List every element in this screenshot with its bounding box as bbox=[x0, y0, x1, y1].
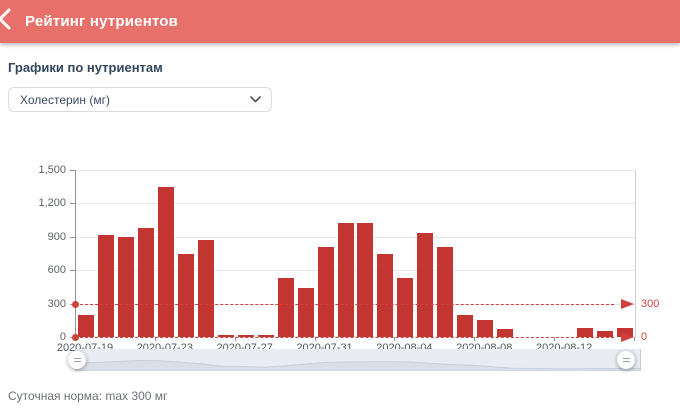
x-axis-tick bbox=[634, 337, 635, 341]
chart-plot-area[interactable] bbox=[75, 170, 636, 337]
bar-2020-08-05[interactable] bbox=[417, 233, 434, 337]
navigator-left-handle[interactable] bbox=[68, 351, 86, 369]
y-axis-label: 900 bbox=[47, 230, 66, 243]
x-axis-tick bbox=[554, 337, 556, 341]
drag-handle-icon bbox=[622, 361, 630, 362]
bar-2020-08-09[interactable] bbox=[497, 328, 514, 337]
plotline-0 bbox=[75, 337, 614, 338]
bar-2020-08-14[interactable] bbox=[597, 330, 614, 337]
plotline-300 bbox=[75, 303, 614, 305]
bar-2020-07-27[interactable] bbox=[237, 334, 254, 337]
y-gridline bbox=[76, 203, 635, 205]
marker-arrow-icon bbox=[621, 332, 634, 342]
x-axis-tick bbox=[394, 337, 396, 341]
app-header: Рейтинг нутриентов bbox=[0, 0, 680, 43]
plotline-value-label: 0 bbox=[641, 331, 648, 343]
x-axis-tick bbox=[154, 337, 156, 341]
bar-2020-07-28[interactable] bbox=[257, 335, 274, 337]
y-axis-tick bbox=[70, 170, 75, 171]
nutrient-select-value: Холестерин (мг) bbox=[20, 92, 110, 107]
bar-2020-08-13[interactable] bbox=[577, 327, 594, 337]
y-axis-tick bbox=[70, 236, 75, 238]
section-heading: Графики по нутриентам bbox=[8, 60, 163, 75]
y-axis-label: 300 bbox=[47, 297, 66, 310]
bar-2020-07-31[interactable] bbox=[317, 246, 334, 337]
plotline-start-dot bbox=[72, 334, 79, 341]
plotline-start-dot bbox=[72, 300, 79, 308]
nutrient-bar-chart: 0 300 600 900 1,200 1,500 2020-07-19 2020-07-23… bbox=[0, 148, 680, 382]
plotline-value-label: 300 bbox=[641, 297, 660, 310]
x-axis-tick bbox=[474, 337, 476, 341]
bar-2020-07-26[interactable] bbox=[217, 335, 234, 337]
bar-2020-07-29[interactable] bbox=[277, 278, 294, 337]
bar-2020-08-03[interactable] bbox=[377, 253, 394, 337]
y-axis-label: 0 bbox=[59, 331, 66, 343]
daily-norm-note: Суточная норма: max 300 мг bbox=[8, 389, 168, 403]
bar-2020-07-24[interactable] bbox=[177, 253, 194, 337]
y-axis-label: 600 bbox=[47, 264, 66, 277]
bar-2020-07-20[interactable] bbox=[97, 234, 114, 337]
y-gridline bbox=[76, 270, 635, 272]
bar-2020-08-04[interactable] bbox=[397, 278, 414, 337]
y-axis-tick bbox=[70, 203, 75, 205]
navigator-data-shadow bbox=[75, 359, 640, 371]
y-gridline bbox=[76, 170, 635, 171]
bar-2020-08-02[interactable] bbox=[357, 223, 374, 337]
bar-2020-08-07[interactable] bbox=[457, 314, 474, 337]
drag-handle-icon bbox=[73, 361, 81, 362]
drag-handle-icon bbox=[73, 358, 81, 359]
bar-2020-07-30[interactable] bbox=[297, 288, 314, 337]
navigator-right-handle[interactable] bbox=[617, 351, 635, 369]
y-axis-label: 1,200 bbox=[38, 197, 66, 210]
bar-2020-08-06[interactable] bbox=[437, 246, 454, 337]
page-title: Рейтинг нутриентов bbox=[25, 13, 179, 30]
bar-2020-08-01[interactable] bbox=[337, 223, 354, 337]
drag-handle-icon bbox=[622, 358, 630, 359]
y-axis-tick bbox=[70, 270, 75, 272]
y-gridline bbox=[76, 236, 635, 238]
chevron-down-icon bbox=[250, 96, 261, 103]
marker-arrow-icon bbox=[621, 298, 634, 309]
bar-2020-07-21[interactable] bbox=[117, 236, 134, 337]
bar-2020-07-23[interactable] bbox=[157, 186, 174, 337]
x-axis-tick bbox=[234, 337, 236, 341]
back-button[interactable] bbox=[0, 7, 17, 36]
x-axis-tick bbox=[314, 337, 316, 341]
bar-2020-07-22[interactable] bbox=[137, 227, 154, 337]
y-axis-label: 1,500 bbox=[38, 164, 66, 176]
bar-2020-07-25[interactable] bbox=[197, 240, 214, 337]
bar-2020-08-08[interactable] bbox=[477, 320, 494, 337]
bar-2020-07-19[interactable] bbox=[77, 314, 94, 337]
nutrient-select[interactable]: Холестерин (мг) bbox=[8, 87, 272, 112]
chart-range-navigator[interactable] bbox=[68, 349, 641, 371]
chevron-left-icon bbox=[0, 7, 13, 36]
